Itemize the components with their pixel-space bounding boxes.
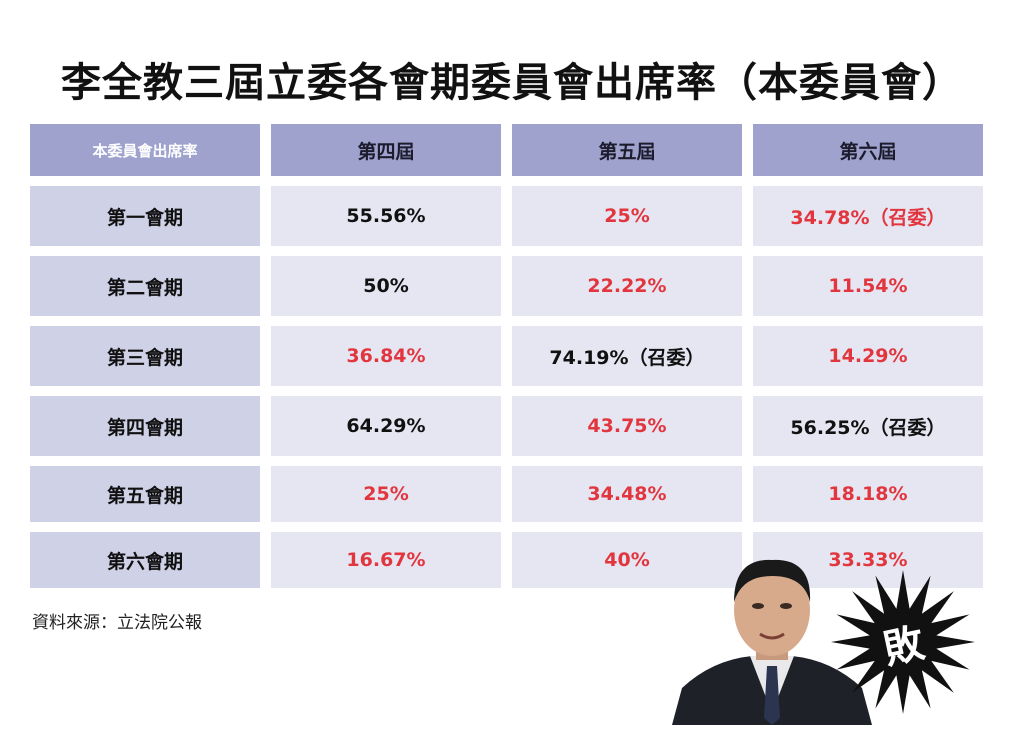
corner-header: 本委員會出席率 xyxy=(30,124,260,176)
attendance-cell: 11.54% xyxy=(753,256,983,316)
attendance-cell: 16.67% xyxy=(271,532,501,588)
attendance-cell: 55.56% xyxy=(271,186,501,246)
source-note: 資料來源：立法院公報 xyxy=(32,613,202,633)
attendance-cell: 18.18% xyxy=(753,466,983,522)
row-header-session-3: 第三會期 xyxy=(30,326,260,386)
defeat-badge-text: 敗 xyxy=(879,619,929,674)
politician-photo xyxy=(672,559,872,725)
chart-title: 李全教三屆立委各會期委員會出席率（本委員會） xyxy=(61,60,963,106)
attendance-cell: 36.84% xyxy=(271,326,501,386)
attendance-cell: 43.75% xyxy=(512,396,742,456)
attendance-cell: 34.48% xyxy=(512,466,742,522)
column-header-term-5: 第五屆 xyxy=(512,124,742,176)
row-header-session-4: 第四會期 xyxy=(30,396,260,456)
attendance-table: 本委員會出席率 第四屆 第五屆 第六屆 第一會期 55.56% 25% 34.78%（… xyxy=(30,124,983,588)
row-header-session-2: 第二會期 xyxy=(30,256,260,316)
attendance-cell: 14.29% xyxy=(753,326,983,386)
column-header-term-6: 第六屆 xyxy=(753,124,983,176)
attendance-cell: 25% xyxy=(512,186,742,246)
attendance-cell: 25% xyxy=(271,466,501,522)
row-header-session-6: 第六會期 xyxy=(30,532,260,588)
row-header-session-5: 第五會期 xyxy=(30,466,260,522)
tie-shape xyxy=(764,666,780,725)
attendance-cell: 56.25%（召委） xyxy=(753,396,983,456)
attendance-cell: 22.22% xyxy=(512,256,742,316)
attendance-cell: 64.29% xyxy=(271,396,501,456)
row-header-session-1: 第一會期 xyxy=(30,186,260,246)
hair-shape xyxy=(734,559,811,602)
starburst-icon xyxy=(831,570,975,714)
face-shape xyxy=(734,564,810,656)
attendance-cell: 34.78%（召委） xyxy=(753,186,983,246)
attendance-cell: 40% xyxy=(512,532,742,588)
attendance-cell: 74.19%（召委） xyxy=(512,326,742,386)
column-header-term-4: 第四屆 xyxy=(271,124,501,176)
attendance-cell: 50% xyxy=(271,256,501,316)
